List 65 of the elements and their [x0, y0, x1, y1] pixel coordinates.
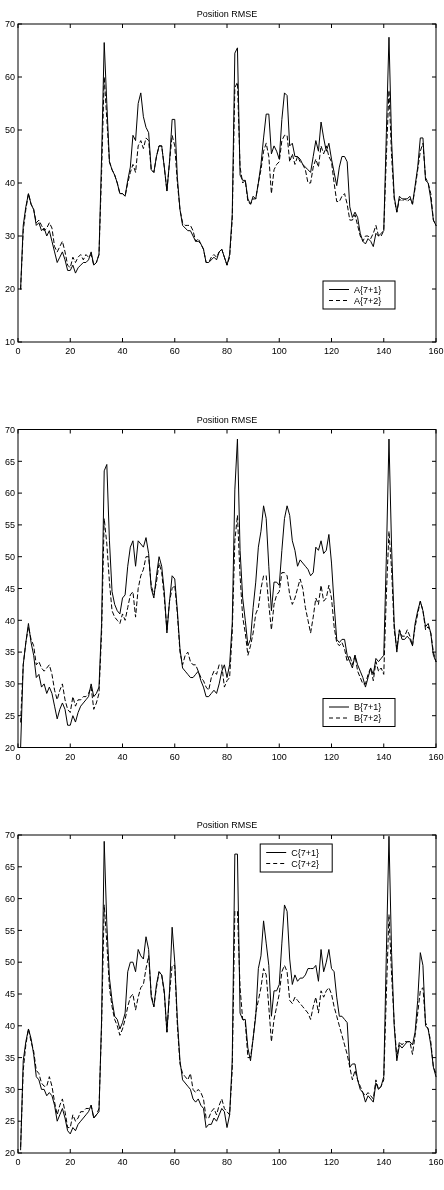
y-tick-label: 70 — [4, 19, 15, 30]
y-tick-label: 65 — [4, 456, 15, 467]
x-tick-label: 20 — [65, 346, 76, 356]
x-tick-label: 160 — [428, 346, 444, 356]
y-tick-label: 60 — [4, 488, 15, 499]
y-tick-label: 20 — [4, 284, 15, 295]
y-tick-label: 50 — [4, 125, 15, 136]
x-tick-label: 0 — [15, 1157, 21, 1167]
y-tick-label: 55 — [4, 925, 15, 936]
y-tick-label: 25 — [4, 710, 15, 721]
x-tick-label: 40 — [117, 751, 128, 762]
legend-label: B{7+1} — [354, 702, 382, 713]
x-tick-label: 120 — [323, 751, 340, 762]
y-tick-label: 20 — [4, 1148, 15, 1159]
x-tick-label: 160 — [428, 751, 444, 762]
y-tick-label: 40 — [4, 615, 15, 626]
y-tick-label: 50 — [4, 957, 15, 968]
x-tick-label: 20 — [65, 1157, 76, 1167]
x-tick-label: 80 — [221, 346, 233, 356]
y-tick-label: 35 — [4, 1052, 15, 1063]
legend-label: A{7+2} — [354, 295, 382, 306]
chart-title: Position RMSE — [196, 820, 258, 830]
x-tick-label: 120 — [323, 346, 340, 356]
x-tick-label: 80 — [221, 751, 233, 762]
x-tick-label: 140 — [376, 1157, 392, 1167]
y-tick-label: 45 — [4, 989, 15, 1000]
x-tick-label: 40 — [117, 1157, 128, 1167]
y-tick-label: 40 — [4, 178, 15, 189]
y-tick-label: 50 — [4, 551, 15, 562]
y-tick-label: 30 — [4, 679, 15, 690]
y-tick-label: 10 — [4, 337, 15, 348]
y-tick-label: 70 — [4, 830, 15, 841]
chart-title: Position RMSE — [196, 9, 258, 19]
y-tick-label: 40 — [4, 1021, 15, 1031]
y-tick-label: 45 — [4, 583, 15, 594]
y-tick-label: 55 — [4, 520, 15, 531]
legend-label: C{7+2} — [291, 858, 319, 869]
x-tick-label: 40 — [117, 346, 128, 356]
y-tick-label: 30 — [4, 1084, 15, 1095]
y-tick-label: 35 — [4, 647, 15, 658]
x-tick-label: 140 — [376, 346, 392, 356]
x-tick-label: 0 — [15, 751, 21, 762]
y-tick-label: 65 — [4, 862, 15, 872]
y-tick-label: 60 — [4, 893, 15, 904]
y-tick-label: 20 — [4, 742, 15, 753]
y-tick-label: 30 — [4, 231, 15, 242]
legend-label: A{7+1} — [354, 284, 382, 295]
x-tick-label: 80 — [221, 1157, 233, 1167]
x-tick-label: 60 — [169, 1157, 180, 1167]
x-tick-label: 60 — [169, 751, 180, 762]
x-tick-label: 100 — [271, 1157, 287, 1167]
y-tick-label: 25 — [4, 1116, 15, 1127]
y-tick-label: 60 — [4, 72, 15, 83]
x-tick-label: 20 — [65, 751, 76, 762]
x-tick-label: 160 — [428, 1157, 444, 1167]
x-tick-label: 100 — [271, 346, 287, 356]
legend-label: C{7+1} — [291, 847, 319, 858]
legend-label: B{7+2} — [354, 713, 382, 724]
x-tick-label: 140 — [376, 751, 392, 762]
x-tick-label: 0 — [15, 346, 21, 356]
x-tick-label: 100 — [271, 751, 287, 762]
y-tick-label: 70 — [4, 424, 15, 435]
chart-title: Position RMSE — [196, 414, 258, 425]
x-tick-label: 120 — [323, 1157, 340, 1167]
x-tick-label: 60 — [169, 346, 180, 356]
